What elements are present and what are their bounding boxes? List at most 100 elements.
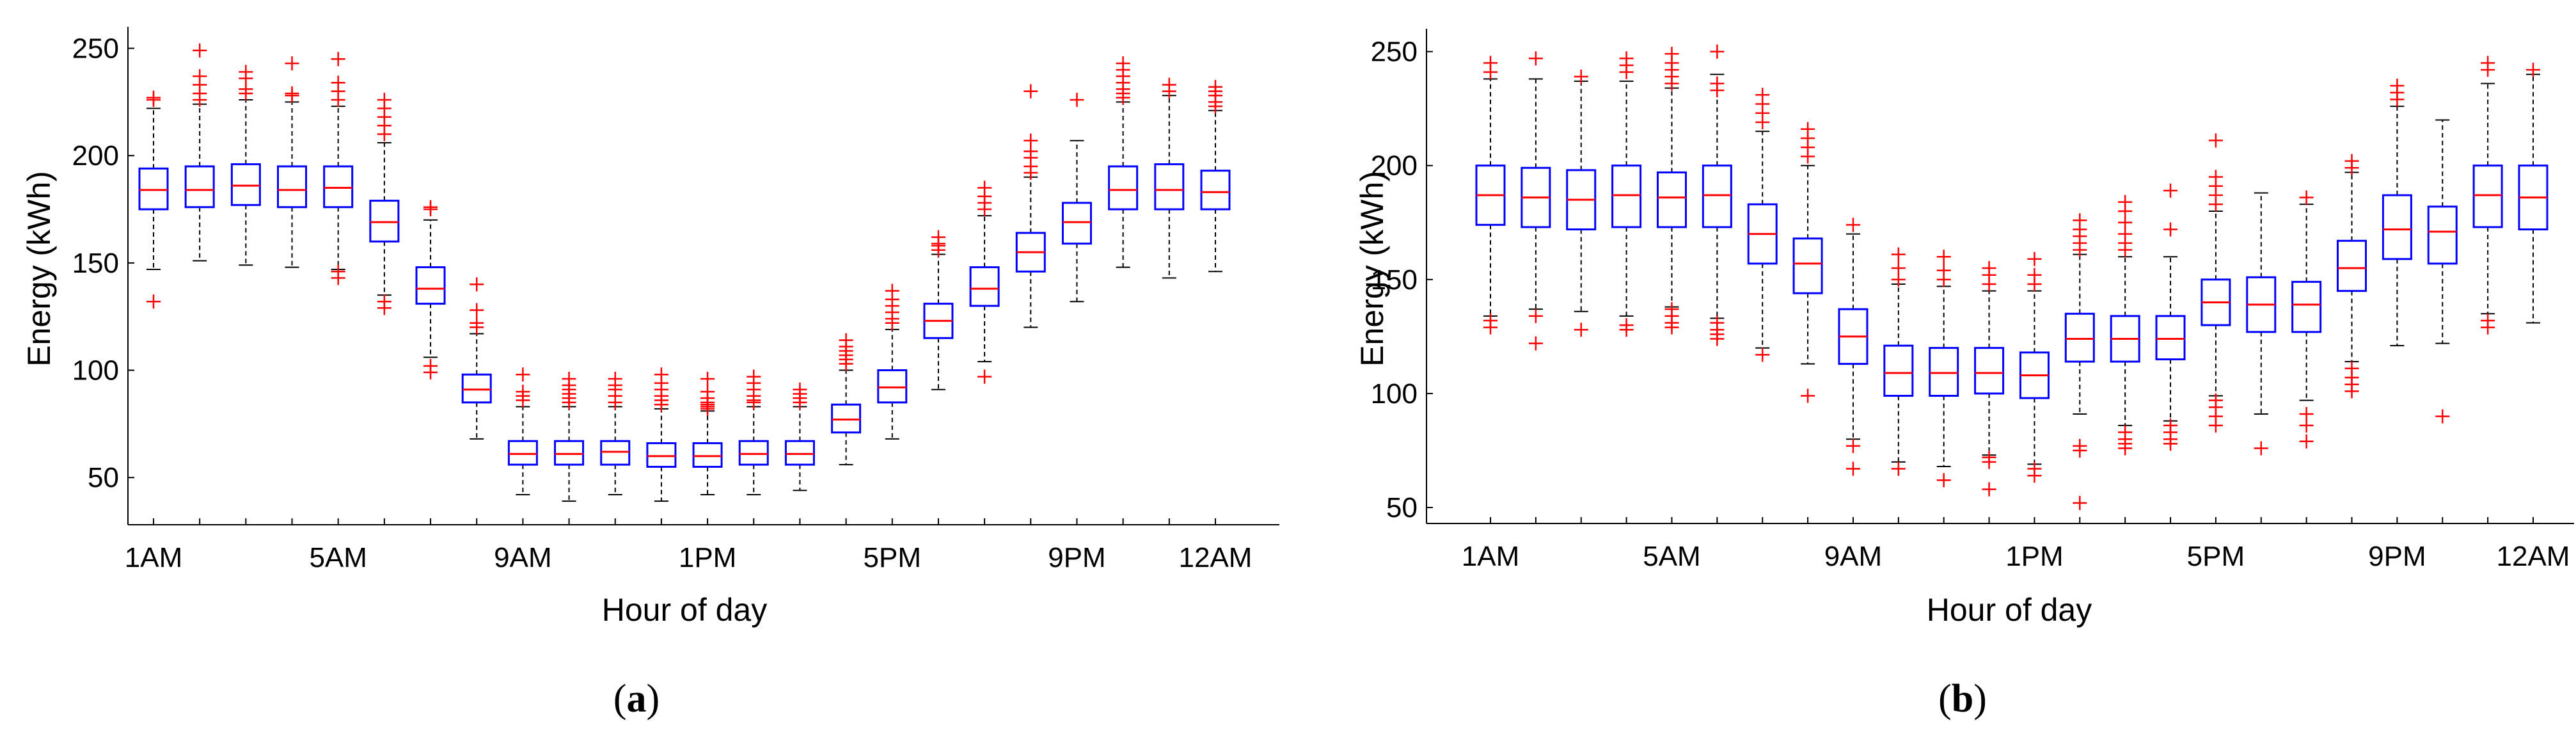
x-tick-label: 9PM — [1048, 542, 1105, 573]
outlier-marker — [1070, 93, 1084, 108]
box-iqr — [831, 403, 862, 434]
box-hour-13 — [692, 371, 723, 496]
outlier-marker — [470, 303, 484, 317]
box-hour-24 — [1200, 79, 1231, 273]
box-hour-19 — [2291, 190, 2322, 449]
box-iqr — [138, 167, 169, 211]
box-iqr — [1154, 163, 1185, 211]
outlier-marker — [977, 180, 992, 195]
x-tick-label: 12AM — [2497, 541, 2570, 572]
outlier-marker — [1574, 69, 1588, 84]
outlier-marker — [1023, 133, 1038, 148]
box-hour-18 — [2246, 192, 2277, 456]
outlier-marker — [885, 283, 899, 298]
outlier-marker — [285, 86, 299, 100]
outlier-marker — [931, 230, 945, 244]
x-tick-label: 9AM — [494, 542, 551, 573]
box-hour-22 — [1108, 56, 1139, 268]
y-tick-label: 250 — [72, 33, 119, 65]
outlier-marker — [1845, 461, 1860, 476]
outlier-marker — [1528, 336, 1543, 351]
box-iqr — [969, 266, 1000, 307]
outlier-marker — [1528, 51, 1543, 66]
outlier-marker — [1891, 461, 1906, 476]
outlier-marker — [2118, 195, 2133, 209]
box-hour-2 — [184, 43, 215, 262]
box-hour-14 — [738, 369, 769, 496]
outlier-marker — [1574, 323, 1588, 337]
box-iqr — [461, 373, 492, 404]
box-hour-6 — [369, 93, 400, 315]
box-hour-18 — [923, 230, 954, 390]
outlier-marker — [1483, 313, 1497, 328]
box-hour-6 — [1702, 44, 1732, 346]
box-iqr — [1656, 171, 1687, 228]
outlier-marker — [1162, 77, 1176, 92]
x-tick-label: 1PM — [2005, 541, 2063, 572]
y-tick-label: 100 — [1371, 378, 1418, 410]
box-iqr — [2155, 315, 2186, 361]
outlier-marker — [516, 367, 530, 382]
outlier-marker — [516, 385, 530, 399]
outlier-marker — [331, 52, 345, 67]
box-iqr — [646, 442, 677, 468]
x-tick-label: 5AM — [1643, 541, 1700, 572]
outlier-marker — [1710, 44, 1725, 59]
outlier-marker — [2073, 438, 2087, 453]
outlier-marker — [146, 90, 161, 105]
panel-letter-b: b — [1952, 677, 1973, 721]
outlier-marker — [1801, 388, 1815, 403]
box-hour-4 — [1611, 51, 1642, 337]
box-hour-9 — [507, 367, 538, 496]
outlier-marker — [377, 93, 391, 108]
outlier-marker — [193, 43, 207, 58]
y-tick-label: 150 — [1371, 264, 1418, 296]
box-hour-20 — [1015, 84, 1046, 328]
y-tick-label: 150 — [72, 248, 119, 279]
outlier-marker — [2481, 313, 2495, 328]
panel-letter-a: a — [627, 677, 647, 721]
x-tick-label: 9PM — [2368, 541, 2426, 572]
box-hour-3 — [1566, 69, 1597, 337]
x-axis-label: Hour of day — [602, 592, 767, 628]
y-tick-label: 250 — [1371, 36, 1418, 68]
box-iqr — [1792, 237, 1823, 294]
outlier-marker — [1755, 347, 1770, 362]
outlier-marker — [1936, 263, 1951, 278]
outlier-marker — [2254, 441, 2268, 456]
x-tick-label: 5PM — [2187, 541, 2245, 572]
box-iqr — [1061, 202, 1092, 245]
outlier-marker — [2344, 361, 2359, 376]
box-hour-21 — [1061, 93, 1092, 303]
y-tick-label: 50 — [88, 462, 119, 493]
box-iqr — [1974, 347, 2005, 395]
box-hour-9 — [1838, 218, 1869, 476]
box-hour-10 — [554, 371, 585, 502]
outlier-marker — [1936, 473, 1951, 488]
outlier-marker — [2027, 251, 2042, 266]
box-hour-3 — [230, 65, 261, 266]
box-iqr — [1611, 164, 1642, 228]
box-iqr — [2382, 194, 2412, 260]
outlier-marker — [2073, 495, 2087, 510]
box-hour-11 — [600, 371, 631, 496]
box-iqr — [784, 440, 815, 466]
outlier-marker — [2163, 222, 2178, 237]
outlier-marker — [423, 358, 438, 373]
outlier-marker — [2526, 63, 2540, 77]
box-iqr — [184, 165, 215, 209]
outlier-marker — [1664, 302, 1679, 317]
box-iqr — [369, 200, 400, 243]
outlier-marker — [1023, 84, 1038, 99]
outlier-marker — [423, 200, 438, 214]
outlier-marker — [285, 56, 299, 71]
box-iqr — [2427, 205, 2458, 265]
box-hour-8 — [1792, 122, 1823, 403]
outlier-marker — [977, 369, 992, 384]
outlier-marker — [1891, 247, 1906, 262]
outlier-marker — [1936, 250, 1951, 264]
box-iqr — [1883, 344, 1914, 397]
outlier-marker — [1619, 51, 1634, 66]
box-hour-10 — [1883, 247, 1914, 476]
box-iqr — [1200, 170, 1231, 211]
